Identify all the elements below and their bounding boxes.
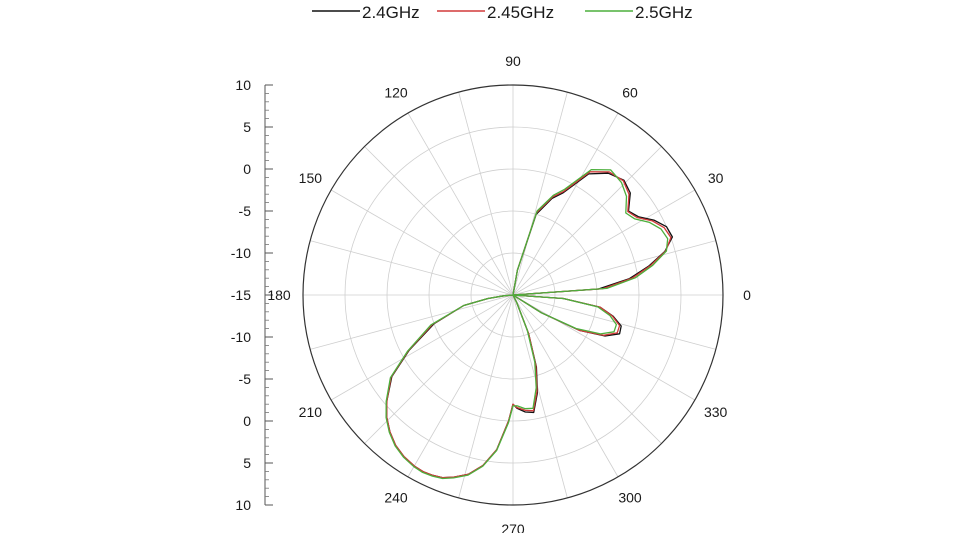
- outer-ring: [302, 84, 724, 506]
- series-layer: [385, 168, 674, 480]
- grid-spoke: [512, 294, 619, 478]
- radial-tick-label: 5: [243, 455, 251, 471]
- angle-tick-label: 150: [299, 170, 323, 186]
- angle-tick-label: 210: [299, 404, 323, 420]
- grid-spoke: [310, 294, 514, 350]
- radial-tick-label: -5: [239, 203, 252, 219]
- grid-spoke: [512, 146, 662, 296]
- radial-tick-label: 0: [243, 161, 251, 177]
- angular-tick-labels: 0 30 60 90 120 150 180 210 240 270 300 330: [267, 53, 751, 533]
- grid-spoke: [310, 240, 514, 296]
- radial-tick-label: 5: [243, 119, 251, 135]
- legend-label: 2.45GHz: [487, 3, 554, 22]
- radial-tick-label: -10: [231, 329, 251, 345]
- legend-label: 2.4GHz: [362, 3, 420, 22]
- angle-tick-label: 30: [708, 170, 724, 186]
- angle-tick-label: 120: [384, 84, 408, 100]
- grid-spoke: [512, 189, 696, 296]
- radial-tick-label: -15: [231, 287, 251, 303]
- grid-spoke: [407, 112, 514, 296]
- legend: 2.4GHz 2.45GHz 2.5GHz: [312, 3, 693, 22]
- radial-tick-label: -10: [231, 245, 251, 261]
- grid-spoke: [458, 92, 514, 296]
- angle-tick-label: 330: [704, 404, 728, 420]
- legend-label: 2.5GHz: [635, 3, 693, 22]
- angle-tick-label: 300: [618, 490, 642, 506]
- radial-tick-label: -5: [239, 371, 252, 387]
- grid-spoke: [512, 294, 662, 444]
- grid-spoke: [512, 294, 568, 498]
- grid-spoke: [512, 92, 568, 296]
- series-line-2.45GHz: [386, 171, 672, 479]
- angle-tick-label: 0: [743, 287, 751, 303]
- grid-spoke: [364, 294, 514, 444]
- angle-tick-label: 270: [501, 521, 525, 533]
- angle-tick-label: 240: [384, 490, 408, 506]
- grid-spoke: [512, 240, 716, 296]
- grid-spoke: [364, 146, 514, 296]
- grid-spoke: [407, 294, 514, 478]
- grid-spoke: [512, 294, 696, 401]
- grid-spoke: [512, 112, 619, 296]
- radial-axis: 10 5 0 -5 -10 -15 -10 -5 0 5 10: [231, 77, 273, 513]
- series-line-2.5GHz: [385, 168, 669, 480]
- radial-tick-label: 10: [235, 77, 251, 93]
- grid-spoke: [458, 294, 514, 498]
- grid-spoke: [330, 189, 514, 296]
- polar-grid: [302, 84, 724, 506]
- radial-tick-label: 0: [243, 413, 251, 429]
- angle-tick-label: 90: [505, 53, 521, 69]
- angle-tick-label: 180: [267, 287, 291, 303]
- grid-spoke: [330, 294, 514, 401]
- radial-tick-label: 10: [235, 497, 251, 513]
- angle-tick-label: 60: [622, 84, 638, 100]
